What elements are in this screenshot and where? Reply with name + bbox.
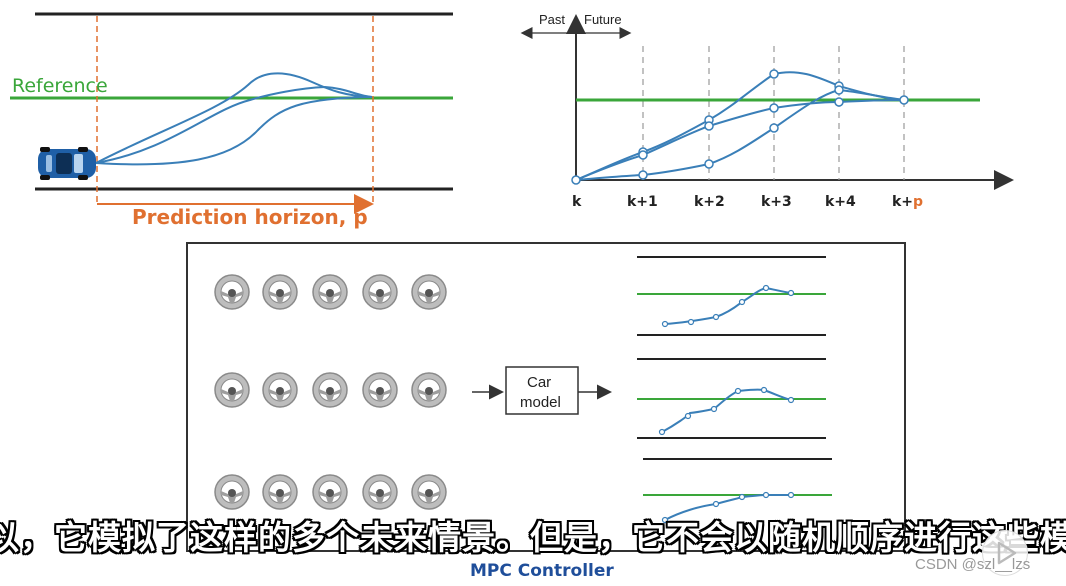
csdn-watermark: CSDN @szl__lzs (915, 556, 1031, 573)
mpc-controller-panel: Car model (186, 242, 906, 581)
car-model-box (505, 366, 579, 415)
car-model-label-line1: Car (527, 374, 551, 391)
play-button[interactable] (982, 530, 1028, 576)
tick-label-kp-horizon: p (913, 194, 923, 210)
tick-label-k: k (572, 194, 582, 210)
steering-wheel-icon (214, 474, 250, 510)
trajectory-2 (95, 85, 373, 164)
scenario-plot-2 (637, 358, 826, 439)
play-icon (997, 541, 1017, 565)
steering-wheel-icon (362, 474, 398, 510)
steering-wheel-icon (411, 372, 447, 408)
horizon-label: Prediction horizon, p (132, 205, 368, 229)
tick-label-k1: k+1 (627, 194, 658, 210)
tick-label-k3: k+3 (761, 194, 792, 210)
tick-label-k2: k+2 (694, 194, 725, 210)
scenario-plot-3 (643, 458, 832, 524)
steering-wheel-icon (411, 474, 447, 510)
car-model-label-line2: model (520, 394, 561, 411)
steering-wheel-icon (362, 274, 398, 310)
steering-wheel-icon (362, 372, 398, 408)
reference-label: Reference (12, 75, 108, 97)
steering-wheel-icon (312, 274, 348, 310)
trajectory-3 (95, 96, 373, 166)
predicted-path-3 (575, 88, 905, 181)
tick-label-kp: k+p (892, 194, 923, 210)
predicted-path-2 (575, 99, 905, 181)
scenario-plot-1 (637, 256, 826, 336)
trajectory-1 (95, 72, 373, 164)
steering-wheel-icon (214, 274, 250, 310)
car-icon (38, 147, 96, 180)
future-label: Future (584, 12, 622, 27)
tick-label-k4: k+4 (825, 194, 856, 210)
steering-wheel-icon (312, 372, 348, 408)
controller-title: MPC Controller (470, 561, 614, 581)
steering-wheel-icon (312, 474, 348, 510)
steering-wheel-icon (411, 274, 447, 310)
steering-wheel-icon (262, 474, 298, 510)
subtitle-text: 以，它模拟了这样的多个未来情景。但是，它不会以随机顺序进行这些模 (0, 518, 1066, 557)
steering-wheel-icon (262, 372, 298, 408)
right-diagram: Past Future k k+1 k+2 k+3 k+4 k+p (520, 12, 1014, 210)
past-label: Past (539, 12, 565, 27)
predicted-path-1 (575, 71, 905, 181)
left-diagram: Reference Prediction horizon, p (10, 12, 453, 229)
tick-label-kp-prefix: k+ (892, 194, 913, 210)
steering-wheel-icon (214, 372, 250, 408)
steering-wheel-icon (262, 274, 298, 310)
video-subtitle: 以，它模拟了这样的多个未来情景。但是，它不会以随机顺序进行这些模 (0, 507, 1066, 557)
predicted-points (571, 69, 909, 185)
